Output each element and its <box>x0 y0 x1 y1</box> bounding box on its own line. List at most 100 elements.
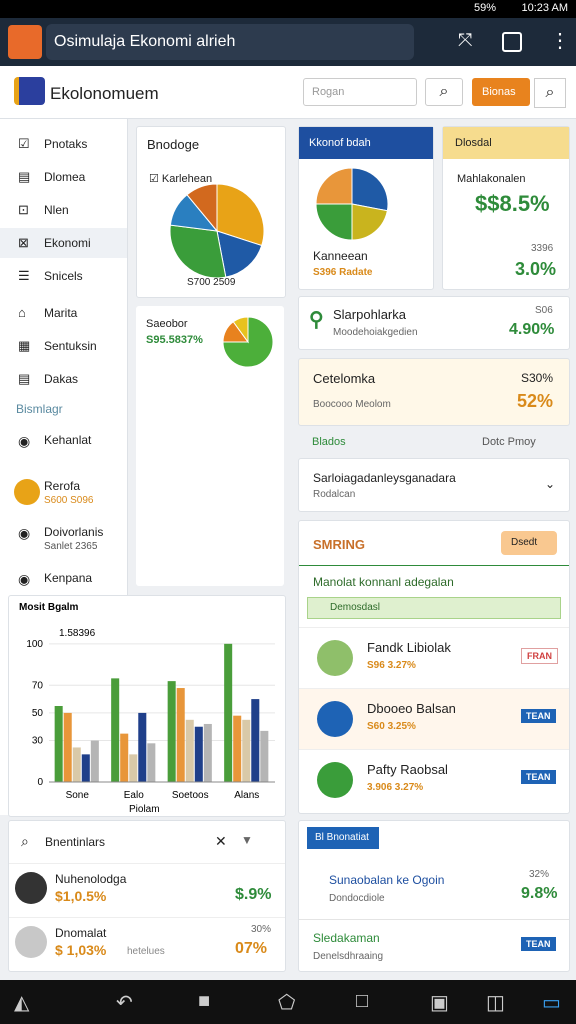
close-icon[interactable]: ✕ <box>215 833 227 849</box>
sidebar-item[interactable]: ☑ Pnotaks <box>0 129 127 159</box>
sub-value: 3396 <box>531 243 554 254</box>
item-label: Ekonomi <box>44 236 91 250</box>
bar <box>111 678 120 782</box>
bar <box>54 706 63 782</box>
nav-icon[interactable]: ▭ <box>542 992 561 1014</box>
icon: ▤ <box>18 169 31 184</box>
time: 10:23 AM <box>521 2 568 14</box>
sidebar-item[interactable]: ☰ Snicels <box>0 261 127 291</box>
button-label: Bionas <box>482 86 516 98</box>
card-title: Dlosdal <box>455 137 492 149</box>
item-title[interactable]: Sunaobalan ke Ogoin <box>329 873 445 887</box>
card-header <box>443 127 569 159</box>
pie-slice <box>315 167 353 205</box>
percent: 3.0% <box>515 259 557 279</box>
bar-label: Demosdasl <box>330 602 381 613</box>
x-axis-title: Piolam <box>129 804 160 815</box>
note: hetelues <box>127 946 165 957</box>
search-label: Bnentinlars <box>45 835 106 849</box>
divider <box>299 565 569 566</box>
pie-slice <box>222 316 274 368</box>
sub: Boocooo Meolom <box>313 399 391 410</box>
bar <box>72 747 81 782</box>
item-label: Snicels <box>44 269 83 283</box>
item-label: Sentuksin <box>44 339 97 353</box>
notification-icon[interactable] <box>502 32 522 52</box>
icon: ⊠ <box>18 235 29 250</box>
tag-button[interactable]: Bl Bnonatiat <box>307 827 379 849</box>
y-tick-label: 30 <box>32 736 44 747</box>
person-row[interactable]: Fandk Libiolak S96 3.27% FRAN <box>299 627 569 688</box>
label: Mahlakonalen <box>457 173 526 185</box>
sidebar-item[interactable]: ⌂ Marita <box>0 298 127 328</box>
search-icon[interactable]: ⌕ <box>534 78 566 108</box>
filter-left[interactable]: Blados <box>312 436 346 448</box>
percent: 52% <box>517 391 554 411</box>
sub: Rodalcan <box>313 489 356 500</box>
avatar <box>15 872 47 904</box>
pie-slice <box>186 183 218 233</box>
nav-home[interactable]: ■ <box>198 990 211 1012</box>
nav-icon[interactable]: ◭ <box>14 992 30 1014</box>
legend: ☑ Karlehean <box>149 173 213 185</box>
sidebar-item[interactable]: ▤ Dlomea <box>0 162 127 192</box>
nav-icon[interactable]: ▣ <box>430 992 449 1014</box>
sort-button[interactable]: Dsedt <box>501 531 557 555</box>
item-label: Dlomea <box>44 170 86 184</box>
green-bar[interactable]: Demosdasl <box>307 597 561 619</box>
share-icon[interactable]: ⤧ <box>458 30 473 50</box>
title-pill[interactable] <box>46 24 414 60</box>
section-title: Bismlagr <box>16 402 63 416</box>
bar <box>233 715 242 782</box>
y-tick-label: 100 <box>26 639 43 650</box>
sidebar-item[interactable]: ▤ Dakas <box>0 364 127 394</box>
pie-slice <box>351 203 388 241</box>
avatar <box>15 926 47 958</box>
item-label: Marita <box>44 306 78 320</box>
person-row[interactable]: Dbooeo Balsan S60 3.25% TEAN <box>299 688 569 749</box>
right-pie-card: Kkonof bdah Kanneean S396 Radate <box>298 126 434 290</box>
sidebar-item-active[interactable]: ⊠ Ekonomi <box>0 228 127 258</box>
item-label: Dakas <box>44 372 79 386</box>
bar <box>63 712 72 782</box>
nav-icon[interactable]: □ <box>356 990 369 1012</box>
value: 07% <box>235 940 268 957</box>
icon: ◉ <box>18 433 31 449</box>
orange-button[interactable]: Bionas <box>472 78 530 106</box>
filter-icon[interactable]: ▼ <box>241 833 253 847</box>
nav-bar: ◭ ↶ ■ ⬠ □ ▣ ◫ ▭ <box>0 980 576 1024</box>
app-icon[interactable] <box>8 25 42 59</box>
sidebar-item[interactable]: ⊡ Nlen <box>0 195 127 225</box>
card-value: S95.5837% <box>146 334 203 346</box>
y-tick-label: 70 <box>32 680 44 691</box>
card-title: Saeobor <box>146 318 188 330</box>
nav-back[interactable]: ↶ <box>116 992 133 1014</box>
person-name: Fandk Libiolak <box>367 640 451 655</box>
filter-right[interactable]: Dotc Pmoy <box>482 436 536 448</box>
title: Cetelomka <box>313 371 376 386</box>
item-sub: Denelsdhraaing <box>313 951 384 962</box>
sidebar-item[interactable]: ▦ Sentuksin <box>0 331 127 361</box>
item-title[interactable]: Sledakaman <box>313 931 380 945</box>
small: S06 <box>535 305 553 316</box>
x-tick-label: Alans <box>234 790 259 801</box>
search-icon[interactable]: ⌕ <box>21 833 29 849</box>
x-tick-label: Sone <box>66 790 90 801</box>
nav-icon[interactable]: ◫ <box>486 992 505 1014</box>
bar <box>242 719 251 782</box>
avatar <box>317 640 353 676</box>
pie-slice <box>216 183 265 247</box>
search-input[interactable]: Rogan <box>303 78 417 106</box>
app-title: Osimulaja Ekonomi alrieh <box>54 33 236 50</box>
search-button[interactable]: ⌕ <box>425 78 463 106</box>
person-row[interactable]: Pafty Raobsal 3.906 3.27% TEAN <box>299 749 569 810</box>
person-name: Nuhenolodga <box>55 872 127 886</box>
person-stat: S60 3.25% <box>367 721 416 732</box>
dropdown[interactable]: Sarloiagadanleysganadara Rodalcan ⌄ <box>298 458 570 512</box>
menu-icon[interactable]: ⋮ <box>550 30 570 52</box>
pie-chart <box>169 183 265 279</box>
card-title: Bnodoge <box>147 137 200 152</box>
person-stat: $1,0.5% <box>55 888 107 904</box>
nav-icon[interactable]: ⬠ <box>278 992 296 1014</box>
